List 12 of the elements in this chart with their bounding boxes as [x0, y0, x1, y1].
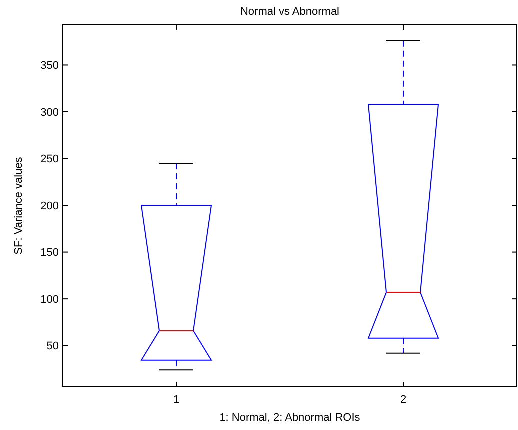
- x-axis-title: 1: Normal, 2: Abnormal ROIs: [220, 412, 361, 424]
- y-axis-title: SF: Variance values: [13, 156, 25, 255]
- x-tick-label: 1: [173, 394, 180, 406]
- chart-title: Normal vs Abnormal: [240, 6, 340, 18]
- y-tick-label: 250: [40, 154, 59, 166]
- y-tick-label: 100: [40, 294, 59, 306]
- y-tick-label: 150: [40, 247, 59, 260]
- y-tick-label: 300: [40, 106, 59, 119]
- y-tick-label: 50: [46, 340, 59, 353]
- y-tick-label: 200: [40, 200, 59, 212]
- y-tick-label: 350: [40, 60, 59, 72]
- x-tick-label: 2: [400, 394, 407, 406]
